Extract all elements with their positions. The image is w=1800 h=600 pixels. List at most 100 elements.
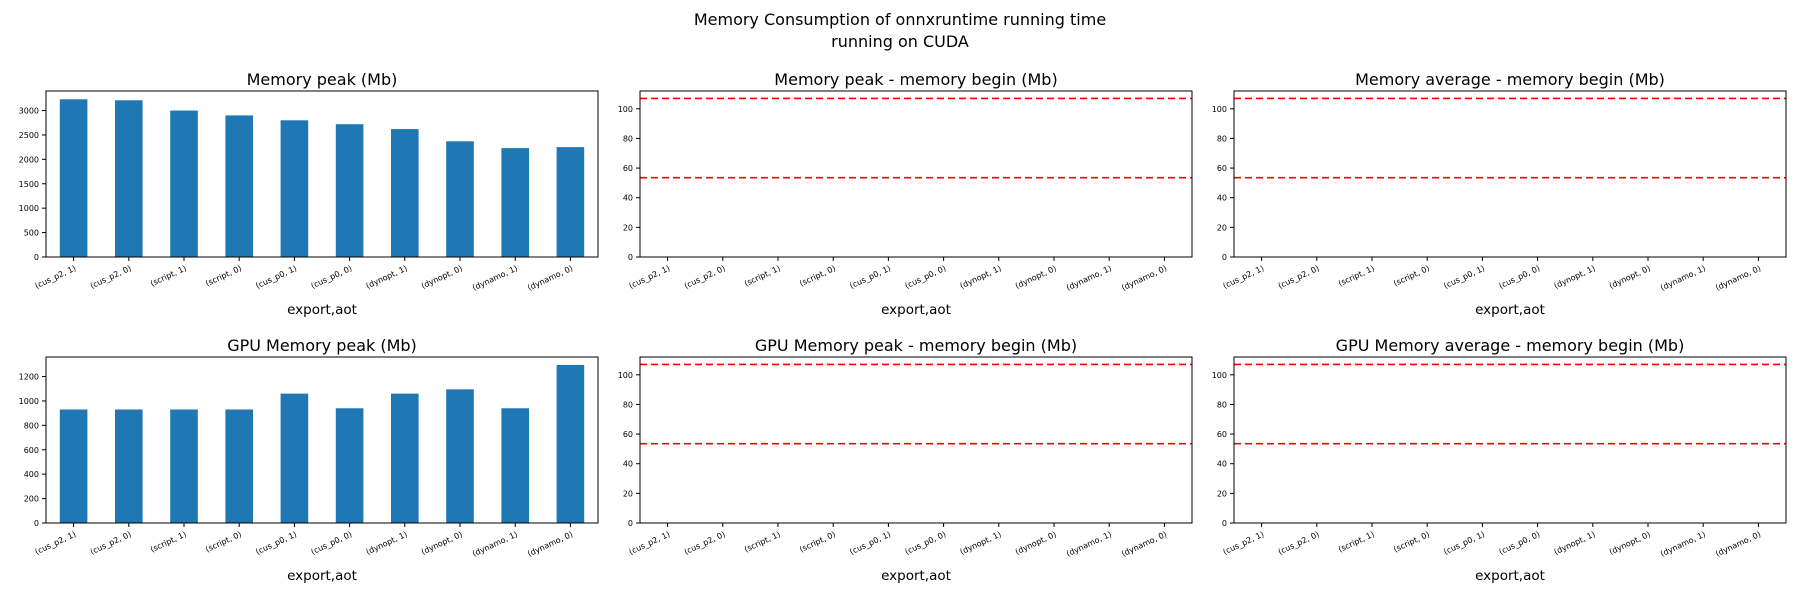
bar-0 [59,409,88,523]
panel-gpu-memory-average-minus-begin: GPU Memory average - memory begin (Mb) 0 2… [1212,336,1787,584]
bar-7 [446,389,474,523]
bar-4 [280,393,309,523]
axes-frame [45,356,599,524]
y-tick-label: 2500 [19,131,39,140]
bar-3 [225,409,253,523]
x-tick-label: (dynamo, 1) [1659,264,1707,293]
figure-title-line2: running on CUDA [831,32,969,51]
x-tick-label: (dynamo, 1) [1065,264,1113,293]
x-tick-label: (dynopt, 1) [959,530,1003,557]
x-tick-label: (dynopt, 0) [1014,264,1058,291]
y-tick-label: 20 [623,489,633,498]
x-tick-label: (cus_p2, 0) [683,264,727,291]
x-tick-label: (dynopt, 1) [959,264,1003,291]
panel-title: GPU Memory peak (Mb) [227,336,417,355]
y-tick-label: 100 [618,105,633,114]
x-axis-label: export,aot [287,568,357,584]
x-axis-label: export,aot [1475,568,1545,584]
x-tick-label: (script, 0) [204,530,243,555]
x-tick-label: (dynamo, 0) [1714,264,1762,293]
x-axis-label: export,aot [1475,302,1545,318]
x-tick-label: (cus_p0, 0) [1498,530,1542,557]
x-tick-label: (script, 1) [1337,530,1376,555]
panel-gpu-memory-peak-minus-begin: GPU Memory peak - memory begin (Mb) 0 20 40… [618,336,1193,584]
y-tick-label: 0 [628,253,633,262]
x-tick-label: (script, 1) [149,264,188,289]
panel-title: GPU Memory average - memory begin (Mb) [1336,336,1685,355]
x-tick-label: (script, 1) [743,530,782,555]
x-tick-label: (cus_p2, 0) [683,530,727,557]
y-tick-label: 40 [1217,460,1227,469]
x-tick-label: (cus_p2, 1) [1222,530,1266,557]
y-tick-label: 0 [34,253,39,262]
x-tick-label: (dynopt, 1) [1553,530,1597,557]
panel-gpu-memory-peak: GPU Memory peak (Mb) 0 200 400 600 800 1000 120… [19,336,599,584]
x-tick-label: (dynopt, 0) [1608,264,1652,291]
y-tick-label: 500 [24,229,39,238]
panel-title: GPU Memory peak - memory begin (Mb) [755,336,1077,355]
panel-memory-peak: Memory peak (Mb) 0 500 1000 1500 2000 2500 3000… [19,70,599,318]
bar-3 [225,115,253,257]
y-tick-label: 1500 [19,180,39,189]
x-tick-label: (cus_p2, 0) [1277,264,1321,291]
y-tick-label: 600 [24,446,39,455]
y-tick-label: 3000 [19,107,39,116]
x-axis-label: export,aot [287,302,357,318]
y-tick-label: 20 [623,223,633,232]
x-axis-label: export,aot [881,568,951,584]
x-tick-label: (script, 0) [204,264,243,289]
x-tick-label: (cus_p0, 1) [254,264,298,291]
bar-6 [391,393,419,523]
x-tick-label: (script, 1) [743,264,782,289]
x-tick-label: (dynopt, 1) [365,530,409,557]
bar-0 [59,99,88,257]
x-tick-label: (script, 0) [798,264,837,289]
x-tick-label: (dynamo, 0) [526,530,574,559]
bar-5 [335,124,364,257]
y-tick-label: 400 [24,470,39,479]
y-tick-label: 80 [1217,134,1227,143]
axes-frame [1233,90,1787,258]
x-tick-label: (cus_p2, 1) [1222,264,1266,291]
panel-title: Memory peak - memory begin (Mb) [774,70,1057,89]
x-tick-label: (cus_p0, 1) [848,264,892,291]
x-tick-label: (cus_p2, 1) [34,264,78,291]
x-tick-label: (cus_p0, 0) [310,530,354,557]
x-tick-label: (cus_p0, 1) [1442,264,1486,291]
y-tick-label: 60 [623,164,633,173]
panel-memory-peak-minus-begin: Memory peak - memory begin (Mb) 0 20 40 60 80… [618,70,1193,318]
axes-frame [45,90,599,258]
y-tick-label: 80 [623,400,633,409]
y-tick-label: 60 [623,430,633,439]
x-tick-label: (cus_p0, 0) [310,264,354,291]
y-tick-label: 1000 [19,397,39,406]
panel-title: Memory average - memory begin (Mb) [1355,70,1665,89]
y-tick-label: 60 [1217,164,1227,173]
y-tick-label: 60 [1217,430,1227,439]
y-tick-label: 100 [1212,105,1227,114]
x-tick-label: (cus_p2, 0) [89,530,133,557]
y-tick-label: 100 [1212,371,1227,380]
y-tick-label: 800 [24,421,39,430]
y-tick-label: 1000 [19,204,39,213]
bar-9 [556,147,585,257]
x-tick-label: (dynamo, 0) [526,264,574,293]
x-tick-label: (dynamo, 0) [1120,530,1168,559]
y-tick-label: 40 [623,194,633,203]
panel-title: Memory peak (Mb) [247,70,398,89]
bar-7 [446,141,474,257]
x-tick-label: (script, 1) [149,530,188,555]
bar-1 [115,100,143,257]
y-tick-label: 40 [623,460,633,469]
x-tick-label: (dynamo, 1) [1065,530,1113,559]
figure-title-line1: Memory Consumption of onnxruntime runnin… [694,10,1106,29]
y-tick-label: 2000 [19,155,39,164]
bar-8 [501,148,529,257]
y-tick-label: 200 [24,495,39,504]
x-tick-label: (dynamo, 0) [1714,530,1762,559]
bar-2 [170,110,198,257]
x-tick-label: (dynopt, 1) [365,264,409,291]
x-tick-label: (cus_p2, 1) [628,530,672,557]
x-tick-label: (cus_p2, 0) [89,264,133,291]
